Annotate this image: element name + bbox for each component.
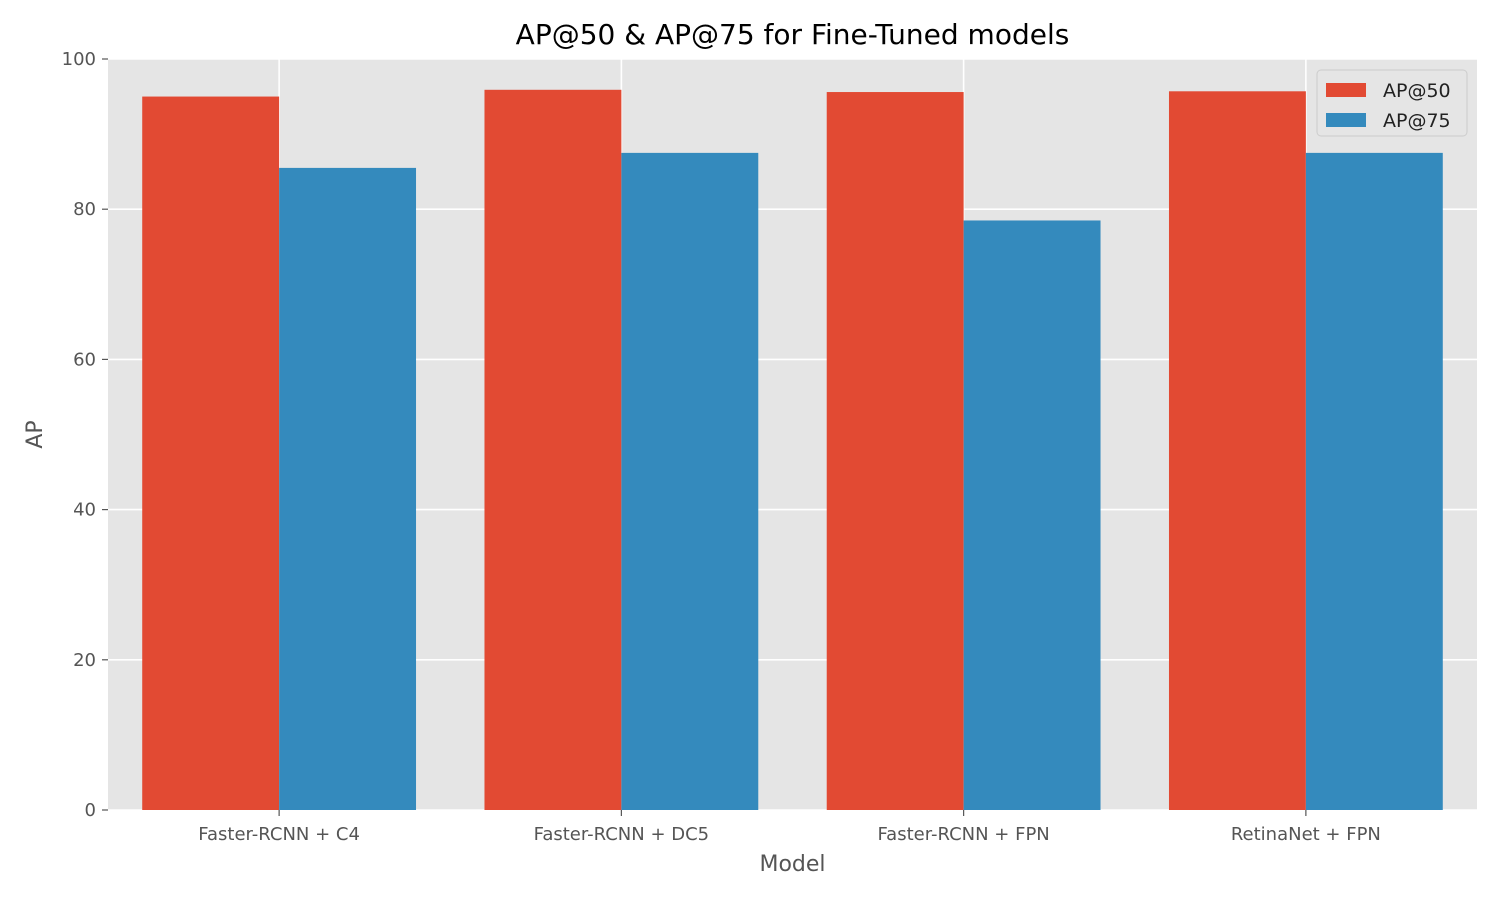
bar-ap-50-1 (142, 96, 280, 811)
axes: 0 20 40 60 80 100 Faster-RCNN + C4 Faster-RCNN … (62, 49, 1381, 845)
x-tick-label: Faster-RCNN + DC5 (534, 824, 710, 845)
bar-ap-50-4 (1168, 91, 1306, 811)
x-axis-label: Model (759, 852, 825, 877)
bar-ap-75-4 (1305, 152, 1443, 810)
y-tick-label: 20 (73, 650, 96, 671)
legend-swatch (1326, 83, 1366, 97)
x-tick-label: Faster-RCNN + C4 (198, 824, 360, 845)
x-tick-label: RetinaNet + FPN (1231, 824, 1381, 845)
y-tick-label: 80 (73, 199, 96, 220)
y-tick-label: 60 (73, 349, 96, 370)
y-tick-label: 100 (62, 49, 96, 70)
bar-ap-75-1 (279, 167, 417, 810)
y-tick-label: 40 (73, 500, 96, 521)
bar-ap-75-2 (621, 152, 759, 810)
bar-ap-50-3 (826, 92, 964, 810)
bar-ap-75-3 (963, 220, 1101, 811)
y-tick-label: 0 (85, 800, 96, 821)
y-axis-label: AP (23, 420, 48, 448)
chart-title: AP@50 & AP@75 for Fine-Tuned models (516, 18, 1070, 51)
bar-ap-50-2 (484, 89, 622, 810)
legend-label: AP@50 (1383, 80, 1451, 102)
legend-swatch (1326, 113, 1366, 127)
legend-label: AP@75 (1383, 110, 1451, 132)
legend: AP@50 AP@75 (1316, 69, 1468, 137)
bars (142, 89, 1443, 811)
x-tick-label: Faster-RCNN + FPN (877, 824, 1049, 845)
